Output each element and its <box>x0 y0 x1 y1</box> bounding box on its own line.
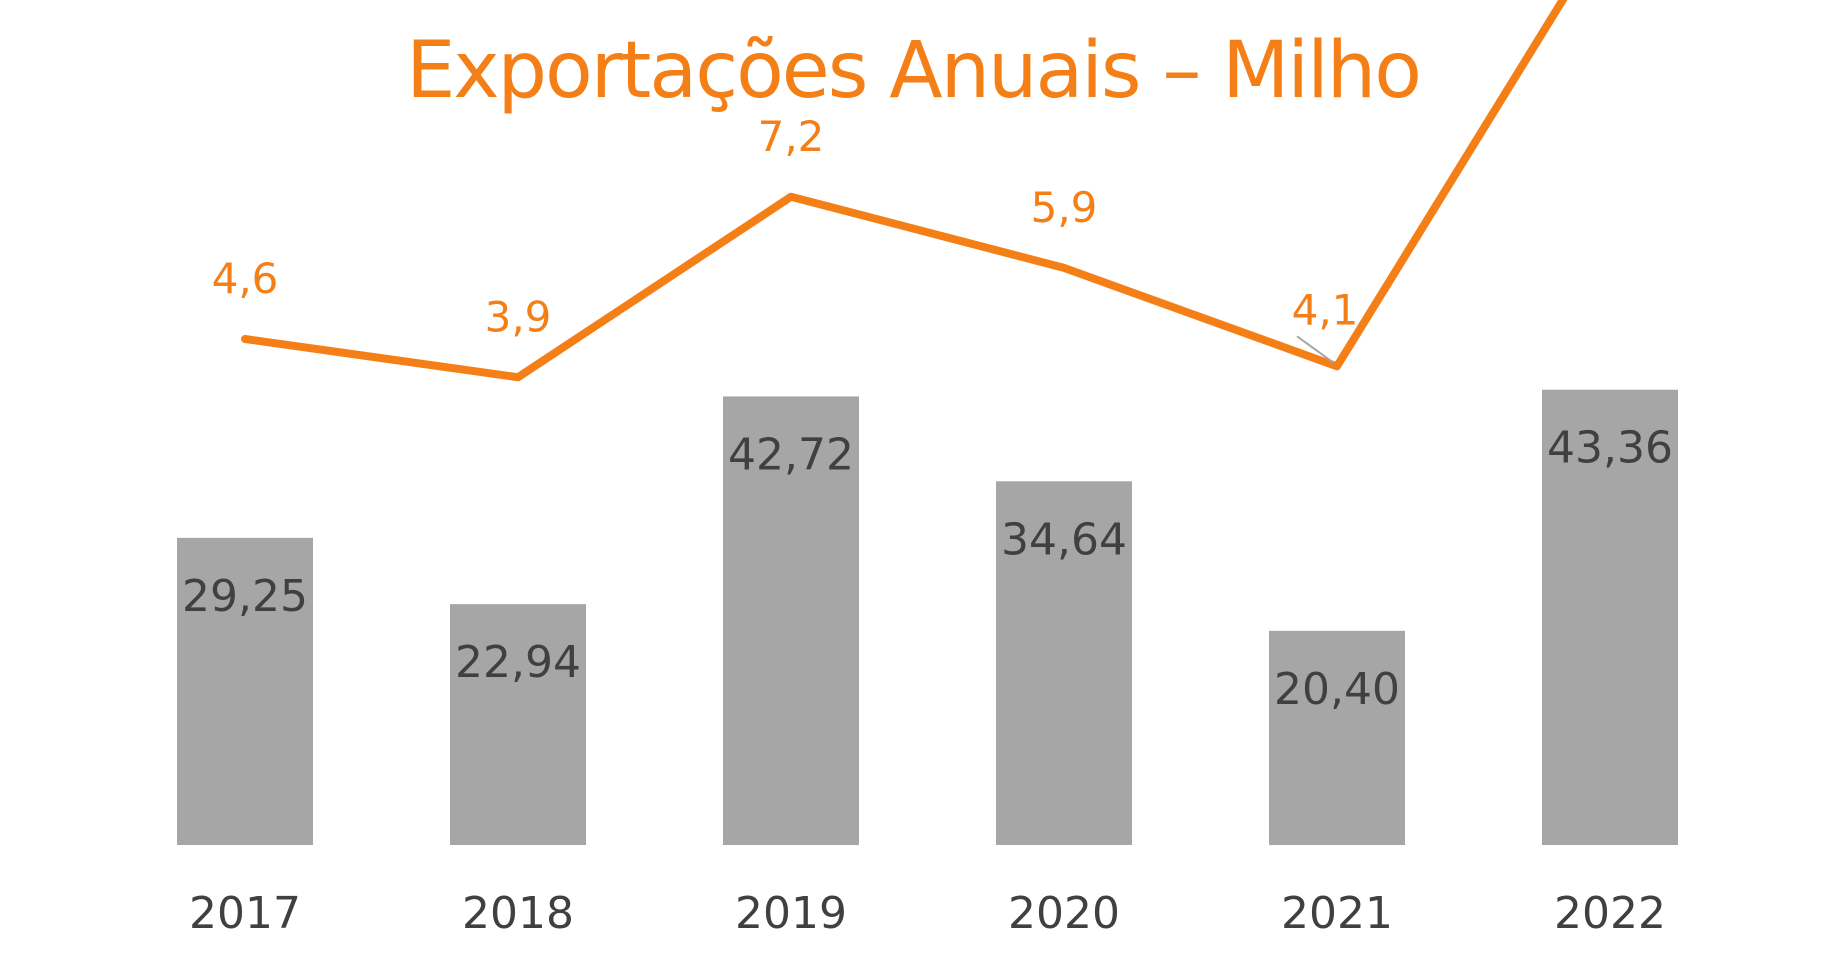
line-label-2021: 4,1 <box>1292 285 1359 334</box>
line-label-2019: 7,2 <box>758 112 825 161</box>
bar-2022 <box>1542 389 1678 845</box>
x-tick-2021: 2021 <box>1281 888 1393 939</box>
x-tick-2018: 2018 <box>462 888 574 939</box>
x-axis-ticks: 2017 2018 2019 2020 2021 2022 <box>189 888 1666 939</box>
chart-title: Exportações Anuais – Milho <box>406 26 1422 116</box>
labels-layer: 29,25 22,94 42,72 34,64 20,40 43,36 4,6 3,9 7,2 5… <box>182 112 1673 715</box>
bar-label-2022: 43,36 <box>1547 423 1673 474</box>
line-series <box>241 0 1568 382</box>
x-tick-2020: 2020 <box>1008 888 1120 939</box>
line-label-2017: 4,6 <box>212 254 279 303</box>
line-label-2018: 3,9 <box>485 292 552 341</box>
x-tick-2017: 2017 <box>189 888 301 939</box>
bar-label-2018: 22,94 <box>455 637 581 688</box>
bar-2017 <box>177 537 313 845</box>
x-tick-2019: 2019 <box>735 888 847 939</box>
bars-layer <box>177 389 1678 845</box>
leader-line-2021 <box>1296 335 1334 364</box>
line-layer <box>241 0 1568 382</box>
bar-2021 <box>1269 630 1405 845</box>
bar-label-2020: 34,64 <box>1001 514 1127 565</box>
line-label-2020: 5,9 <box>1031 183 1098 232</box>
bar-2018 <box>450 604 586 845</box>
x-tick-2022: 2022 <box>1554 888 1666 939</box>
bar-2020 <box>996 481 1132 845</box>
bar-label-2017: 29,25 <box>182 571 308 622</box>
bar-2019 <box>723 396 859 845</box>
bar-label-2021: 20,40 <box>1274 664 1400 715</box>
bar-label-2019: 42,72 <box>728 429 854 480</box>
